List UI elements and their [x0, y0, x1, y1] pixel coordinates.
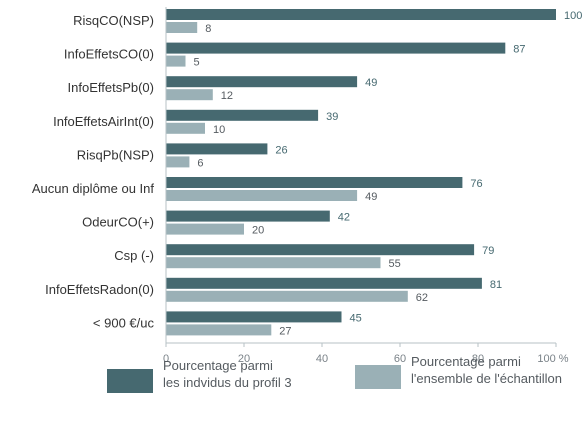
bar-sample — [166, 223, 244, 235]
bar-sample — [166, 55, 186, 67]
bar-profile — [166, 109, 319, 121]
legend-item-profile: Pourcentage parmi les indvidus du profil… — [107, 357, 292, 417]
value-label-profile: 45 — [350, 312, 362, 324]
x-tick-label: 80 — [472, 353, 484, 365]
legend-item-sample: Pourcentage parmi l'ensemble de l'échant… — [355, 353, 562, 413]
value-label-profile: 49 — [365, 77, 377, 89]
bar-profile — [166, 9, 556, 20]
value-label-sample: 10 — [213, 124, 225, 136]
bar-profile — [166, 244, 475, 256]
x-tick-label: 60 — [394, 353, 406, 365]
category-labels: RisqCO(NSP) InfoEffetsCO(0) InfoEffetsPb(0… — [32, 13, 155, 330]
category-label: InfoEffetsAirInt(0) — [53, 114, 154, 129]
value-label-sample: 5 — [194, 57, 200, 69]
bar-profile — [166, 143, 268, 155]
value-label-profile: 79 — [482, 245, 494, 257]
bars-group: 100 8 87 5 49 12 39 10 26 6 76 49 42 20 79 55 81 62 45 27 — [166, 9, 582, 337]
value-label-profile: 81 — [490, 279, 502, 291]
bar-sample — [166, 324, 272, 336]
category-label: < 900 €/uc — [93, 315, 155, 330]
bar-profile — [166, 311, 342, 323]
x-axis: 0 20 40 60 80 100 % — [163, 7, 569, 365]
category-label: InfoEffetsCO(0) — [64, 47, 154, 62]
bar-profile — [166, 42, 506, 54]
x-tick-label: 0 — [163, 353, 169, 365]
value-label-profile: 42 — [338, 212, 350, 224]
bar-sample — [166, 156, 190, 168]
category-label: Aucun diplôme ou Inf — [32, 181, 155, 196]
value-label-sample: 62 — [416, 292, 428, 304]
value-label-sample: 20 — [252, 225, 264, 237]
bar-profile — [166, 76, 358, 88]
category-label: RisqCO(NSP) — [73, 13, 154, 28]
category-label: InfoEffetsPb(0) — [68, 80, 154, 95]
value-label-sample: 8 — [205, 23, 211, 35]
bar-sample — [166, 290, 408, 302]
category-label: Csp (-) — [114, 248, 154, 263]
category-label: RisqPb(NSP) — [77, 147, 154, 162]
bar-sample — [166, 190, 358, 201]
bar-sample — [166, 22, 198, 33]
value-label-profile: 76 — [470, 178, 482, 190]
legend-label-profile: Pourcentage parmi les indvidus du profil… — [163, 358, 292, 390]
bar-sample — [166, 257, 381, 269]
value-label-sample: 49 — [365, 191, 377, 203]
bar-sample — [166, 89, 213, 101]
category-label: InfoEffetsRadon(0) — [45, 282, 154, 297]
bar-sample — [166, 122, 205, 134]
value-label-profile: 26 — [275, 144, 287, 156]
value-label-sample: 55 — [389, 258, 401, 270]
value-label-sample: 12 — [221, 90, 233, 102]
bar-profile — [166, 177, 463, 188]
bar-profile — [166, 210, 330, 222]
legend-label-sample: Pourcentage parmi l'ensemble de l'échant… — [411, 354, 562, 386]
bar-profile — [166, 277, 482, 289]
x-tick-label: 40 — [316, 353, 328, 365]
legend-swatch-sample — [355, 365, 401, 389]
x-tick-label: 20 — [238, 353, 250, 365]
value-label-profile: 39 — [326, 111, 338, 123]
category-label: OdeurCO(+) — [82, 215, 154, 230]
legend-swatch-profile — [107, 369, 153, 393]
value-label-sample: 6 — [197, 157, 203, 169]
value-label-profile: 87 — [513, 44, 525, 56]
value-label-sample: 27 — [279, 325, 291, 337]
value-label-profile: 100 — [564, 10, 582, 22]
x-tick-label: 100 % — [537, 353, 568, 365]
